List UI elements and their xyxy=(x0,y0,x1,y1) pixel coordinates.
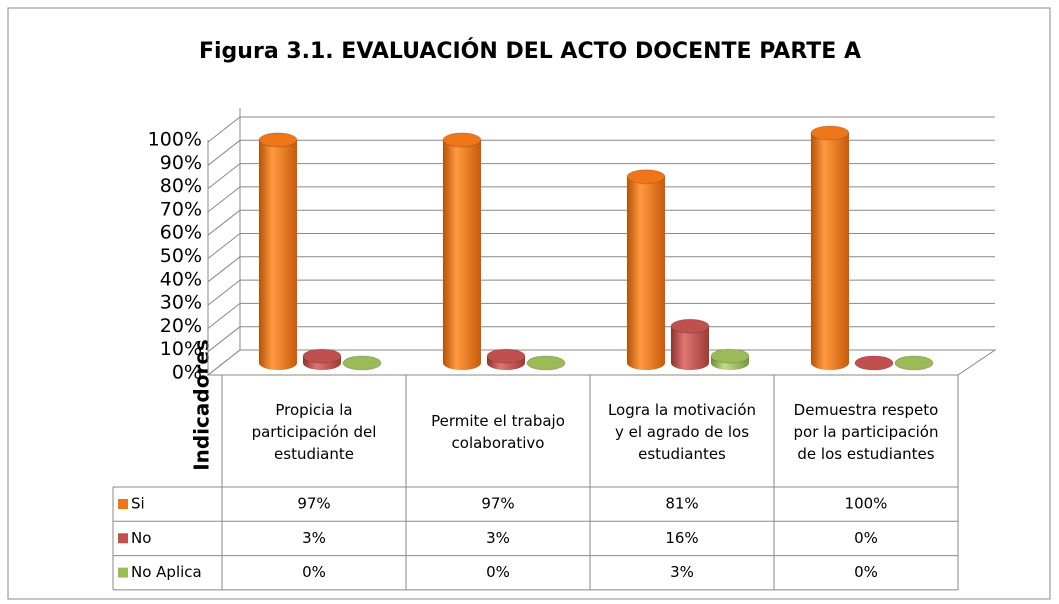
y-tick-label: 20% xyxy=(160,315,202,337)
cylinder-top xyxy=(810,125,850,141)
cylinder-base xyxy=(811,356,849,370)
table-value: 16% xyxy=(665,529,698,547)
legend-swatch xyxy=(118,533,128,544)
cylinder xyxy=(526,355,566,371)
y-tick-label: 50% xyxy=(160,245,202,267)
legend-label: Si xyxy=(131,495,145,513)
cylinder-base xyxy=(443,356,481,370)
cylinder-top xyxy=(442,132,482,148)
cylinder-base xyxy=(259,356,297,370)
category-label: Logra la motivación y el agrado de los e… xyxy=(607,401,757,463)
cylinder xyxy=(854,355,894,371)
grid-line-side xyxy=(207,279,241,306)
cylinder xyxy=(626,169,666,370)
cylinder-top xyxy=(302,348,342,364)
cylinder-base xyxy=(671,356,709,370)
cylinder xyxy=(302,348,342,370)
table-value: 3% xyxy=(670,563,694,581)
y-tick-label: 100% xyxy=(148,129,202,151)
table-value: 0% xyxy=(302,563,326,581)
y-tick-label: 80% xyxy=(160,175,202,197)
grid-line-side xyxy=(207,233,241,259)
cylinder-top xyxy=(526,355,566,371)
y-tick-label: 0% xyxy=(172,362,202,384)
table-value: 100% xyxy=(845,495,888,513)
cylinder-top xyxy=(258,132,298,148)
table-value: 3% xyxy=(486,529,510,547)
cylinder-top xyxy=(894,355,934,371)
y-tick-label: 90% xyxy=(160,152,202,174)
y-tick-label: 40% xyxy=(160,268,202,290)
table-value: 81% xyxy=(665,495,698,513)
cylinder-top xyxy=(626,169,666,185)
category-label: Propicia la participación del estudiante xyxy=(251,401,377,463)
y-tick-label: 30% xyxy=(160,292,202,314)
table-value: 0% xyxy=(486,563,510,581)
cylinder-top xyxy=(854,355,894,371)
cylinder-base xyxy=(627,356,665,370)
grid-line-side xyxy=(207,326,241,353)
cylinder-body xyxy=(259,139,297,363)
cylinder-top xyxy=(670,318,710,334)
grid-line-side xyxy=(207,349,241,376)
legend-label: No xyxy=(131,529,151,547)
cylinder-body xyxy=(443,139,481,363)
cylinder xyxy=(810,125,850,370)
cylinder-top xyxy=(486,348,526,364)
grid-line-side xyxy=(207,256,241,283)
y-tick-label: 10% xyxy=(160,338,202,360)
cylinder xyxy=(442,132,482,370)
cylinder xyxy=(894,355,934,371)
legend-swatch xyxy=(118,567,128,578)
grid-line-side xyxy=(207,163,241,189)
table-value: 97% xyxy=(481,495,514,513)
category-label: Permite el trabajo colaborativo xyxy=(431,412,565,452)
table-value: 0% xyxy=(854,563,878,581)
table-value: 3% xyxy=(302,529,326,547)
category-label: Demuestra respeto por la participación d… xyxy=(793,401,939,463)
cylinder xyxy=(258,132,298,370)
table-value: 0% xyxy=(854,529,878,547)
y-axis-label: Indicadores xyxy=(190,339,214,471)
grid-line-side xyxy=(207,139,241,166)
y-tick-label: 70% xyxy=(160,198,202,220)
cylinder xyxy=(486,348,526,370)
cylinder-body xyxy=(811,133,849,363)
cylinder xyxy=(342,355,382,371)
y-tick-label: 60% xyxy=(160,222,202,244)
grid-line-side xyxy=(207,186,241,213)
grid-line-side xyxy=(207,303,241,329)
grid-line-side xyxy=(207,209,241,236)
legend-swatch xyxy=(118,499,128,509)
cylinder-top xyxy=(710,348,750,364)
cylinder xyxy=(670,318,710,370)
cylinder-top xyxy=(342,355,382,371)
legend-label: No Aplica xyxy=(131,563,202,581)
chart-title: Figura 3.1. EVALUACIÓN DEL ACTO DOCENTE … xyxy=(199,38,861,64)
cylinder xyxy=(710,348,750,370)
cylinder-body xyxy=(627,176,665,363)
grid-line-side xyxy=(207,116,241,143)
table-value: 97% xyxy=(297,495,330,513)
